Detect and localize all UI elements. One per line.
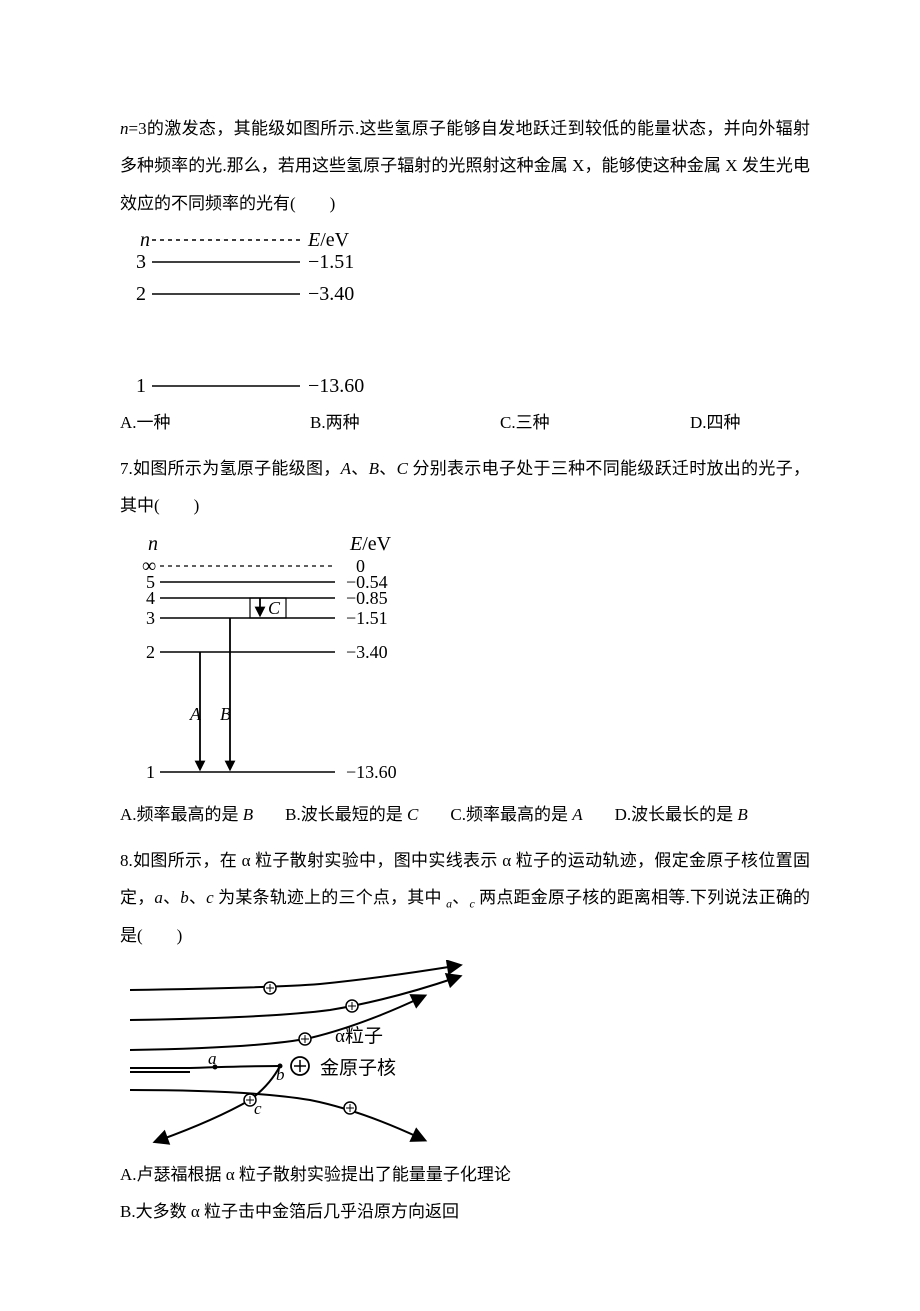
- q8-traj-ab: [190, 1066, 280, 1068]
- q6-choice-c: C.三种: [500, 404, 690, 441]
- q8-back-traj: [160, 1066, 280, 1140]
- q8-traj1: [130, 966, 455, 990]
- q6-level3-label: 3: [136, 251, 146, 273]
- q7-l2-label: 2: [146, 642, 155, 662]
- q8-alpha-marker-5: [344, 1102, 356, 1114]
- q6-level1-label: 1: [136, 375, 146, 397]
- q7-choice-c: C.频率最高的是 A: [450, 796, 582, 833]
- q8-label-a: a: [208, 1049, 217, 1068]
- q6-choice-d: D.四种: [690, 404, 810, 441]
- q6-choice-b: B.两种: [310, 404, 500, 441]
- q8-alpha-label: α粒子: [335, 1025, 383, 1047]
- q6-intro-text: =3的激发态，其能级如图所示.这些氢原子能够自发地跃迁到较低的能量状态，并向外辐…: [120, 119, 810, 213]
- q6-n-var: n: [120, 119, 129, 138]
- q8-option-b: B.大多数 α 粒子击中金箔后几乎沿原方向返回: [120, 1193, 810, 1230]
- q8-alpha-marker-3: [299, 1033, 311, 1045]
- q7-l2-energy: −3.40: [346, 642, 388, 662]
- q7-stem-before: 7.如图所示为氢原子能级图，: [120, 459, 341, 478]
- q7-choice-d: D.波长最长的是 B: [615, 796, 748, 833]
- q6-level1-energy: −13.60: [308, 375, 364, 397]
- q6-choice-a: A.一种: [120, 404, 310, 441]
- q8-alpha-marker-2: [346, 1000, 358, 1012]
- q7-arrow-B-label: B: [220, 704, 231, 724]
- q7-diagram: n E/eV ∞ 0 5 −0.54 4 −0.85 3 −1.51 2 −3.…: [120, 530, 810, 790]
- q7-l1-energy: −13.60: [346, 762, 397, 782]
- q8-gold-nucleus-icon: [291, 1057, 309, 1075]
- q8-diagram: α粒子 a b 金原子核 c: [120, 960, 810, 1150]
- q8-option-a: A.卢瑟福根据 α 粒子散射实验提出了能量量子化理论: [120, 1156, 810, 1193]
- q7-l4-energy: −0.85: [346, 588, 388, 608]
- q7-l1-label: 1: [146, 762, 155, 782]
- q6-level3-energy: −1.51: [308, 251, 354, 273]
- q7-l3-label: 3: [146, 608, 155, 628]
- q8-traj5: [130, 1090, 420, 1138]
- q7-A: A: [341, 459, 351, 478]
- q6-n-label: n: [140, 229, 150, 251]
- q8-stem: 8.如图所示，在 α 粒子散射实验中，图中实线表示 α 粒子的运动轨迹，假定金原…: [120, 842, 810, 954]
- q6-stem: n=3的激发态，其能级如图所示.这些氢原子能够自发地跃迁到较低的能量状态，并向外…: [120, 110, 810, 222]
- q7-choice-a: A.频率最高的是 B: [120, 796, 253, 833]
- q8-alpha-marker-1: [264, 982, 276, 994]
- q8-gold-label: 金原子核: [320, 1057, 396, 1079]
- q6-level2-label: 2: [136, 283, 146, 305]
- q7-l4-label: 4: [146, 588, 155, 608]
- q6-diagram: n E/eV 3 −1.51 2 −3.40 1 −13.60: [120, 228, 810, 398]
- q8-traj2: [130, 978, 455, 1020]
- q8-stem2-mid: 为某条轨迹上的三个点，其中: [214, 888, 446, 907]
- q8-label-c: c: [254, 1099, 262, 1118]
- q6-choices: A.一种 B.两种 C.三种 D.四种: [120, 404, 810, 441]
- q6-level2-energy: −3.40: [308, 283, 354, 305]
- q7-l3-energy: −1.51: [346, 608, 388, 628]
- q7-e-label: E/eV: [349, 533, 392, 555]
- q7-C: C: [397, 459, 408, 478]
- q7-stem: 7.如图所示为氢原子能级图，A、B、C 分别表示电子处于三种不同能级跃迁时放出的…: [120, 450, 810, 525]
- q7-B: B: [369, 459, 379, 478]
- q7-arrow-A-label: A: [189, 704, 202, 724]
- q6-e-label: E/eV: [307, 229, 350, 251]
- q7-choice-b: B.波长最短的是 C: [285, 796, 418, 833]
- q8-label-b: b: [276, 1065, 285, 1084]
- q7-arrow-C-label: C: [268, 598, 281, 618]
- q7-choices: A.频率最高的是 B B.波长最短的是 C C.频率最高的是 A D.波长最长的…: [120, 796, 810, 833]
- q7-n-label: n: [148, 533, 158, 555]
